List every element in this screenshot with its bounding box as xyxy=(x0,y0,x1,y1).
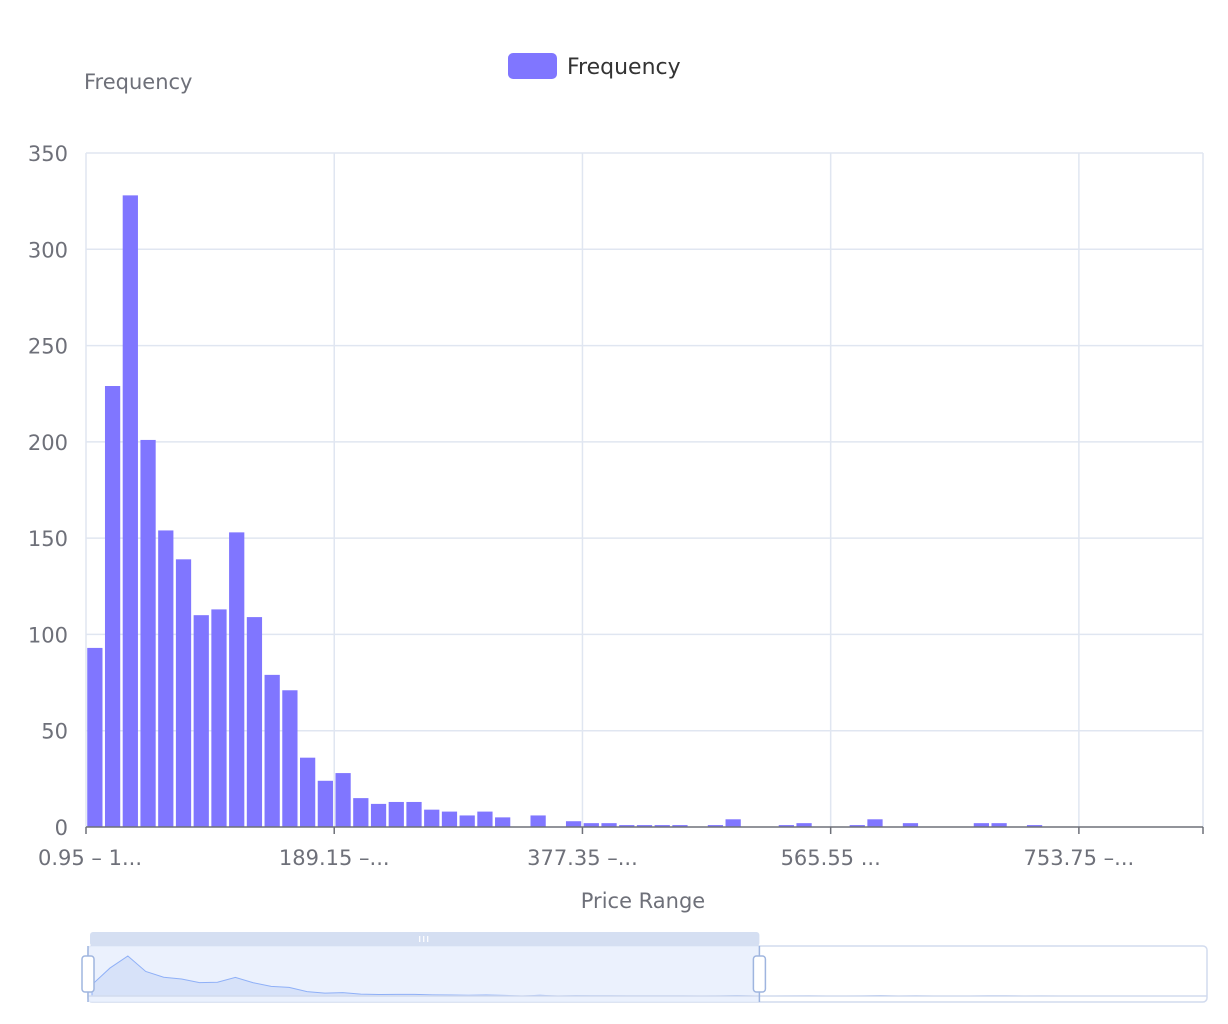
bar[interactable] xyxy=(601,823,617,827)
zoom-right-handle[interactable] xyxy=(752,955,767,993)
bars xyxy=(87,195,1043,827)
bar[interactable] xyxy=(973,823,989,827)
bar[interactable] xyxy=(140,439,156,827)
bar[interactable] xyxy=(636,825,653,827)
y-tick-label: 150 xyxy=(28,527,68,551)
bar[interactable] xyxy=(1026,825,1043,827)
y-tick-labels: 0 50 100 150 200 250 300 350 xyxy=(28,142,68,840)
legend-label[interactable]: Frequency xyxy=(567,55,681,80)
bar[interactable] xyxy=(282,690,298,827)
y-tick-label: 200 xyxy=(28,431,68,455)
bar[interactable] xyxy=(370,803,387,827)
x-tick-label: 189.15 –... xyxy=(279,846,390,870)
bar[interactable] xyxy=(459,815,475,827)
bar[interactable] xyxy=(158,530,174,827)
bar[interactable] xyxy=(388,801,404,827)
bar[interactable] xyxy=(849,825,865,827)
y-axis-title: Frequency xyxy=(84,70,193,94)
data-zoom-slider[interactable] xyxy=(81,932,1208,1003)
y-tick-label: 0 xyxy=(55,816,68,840)
bar[interactable] xyxy=(300,757,316,827)
bar[interactable] xyxy=(477,811,493,827)
y-tick-label: 350 xyxy=(28,142,68,166)
bar[interactable] xyxy=(193,615,209,827)
axes xyxy=(85,826,1204,834)
bar[interactable] xyxy=(175,559,192,827)
x-axis-title: Price Range xyxy=(581,889,705,913)
bar[interactable] xyxy=(565,821,582,827)
zoom-move-bar[interactable] xyxy=(90,932,760,946)
zoom-left-handle[interactable] xyxy=(81,955,95,993)
bar[interactable] xyxy=(335,773,351,827)
bar[interactable] xyxy=(424,809,440,827)
y-tick-label: 50 xyxy=(41,720,68,744)
y-tick-label: 300 xyxy=(28,238,68,262)
x-tick-label: 0.95 – 1... xyxy=(38,846,142,870)
bar[interactable] xyxy=(317,780,333,827)
grid-lines xyxy=(85,152,1204,827)
x-tick-label: 753.75 –... xyxy=(1024,846,1135,870)
bar[interactable] xyxy=(406,801,422,827)
bar[interactable] xyxy=(441,811,458,827)
x-tick-label: 377.35 –... xyxy=(527,846,638,870)
bar[interactable] xyxy=(619,825,635,827)
bar[interactable] xyxy=(353,798,369,827)
bar[interactable] xyxy=(229,532,245,827)
bar[interactable] xyxy=(122,195,138,827)
y-tick-label: 250 xyxy=(28,335,68,359)
bar[interactable] xyxy=(654,825,670,827)
bar[interactable] xyxy=(583,823,599,827)
bar[interactable] xyxy=(672,825,688,827)
bar[interactable] xyxy=(707,825,724,827)
bar[interactable] xyxy=(725,819,741,827)
bar[interactable] xyxy=(902,823,919,827)
y-tick-label: 100 xyxy=(28,623,68,647)
bar[interactable] xyxy=(264,674,280,827)
bar[interactable] xyxy=(211,609,227,827)
legend-swatch[interactable] xyxy=(508,53,557,79)
bar[interactable] xyxy=(495,817,511,827)
bar[interactable] xyxy=(530,815,546,827)
bar[interactable] xyxy=(991,823,1007,827)
bar[interactable] xyxy=(778,825,794,827)
x-tick-labels: 0.95 – 1... 189.15 –... 377.35 –... 565.55 … xyxy=(38,846,1134,870)
bar[interactable] xyxy=(246,617,263,827)
x-tick-label: 565.55 ... xyxy=(781,846,881,870)
bar[interactable] xyxy=(87,647,103,827)
bar[interactable] xyxy=(104,386,121,827)
bar[interactable] xyxy=(867,819,883,827)
bar[interactable] xyxy=(796,823,812,827)
legend[interactable]: Frequency xyxy=(508,53,681,80)
